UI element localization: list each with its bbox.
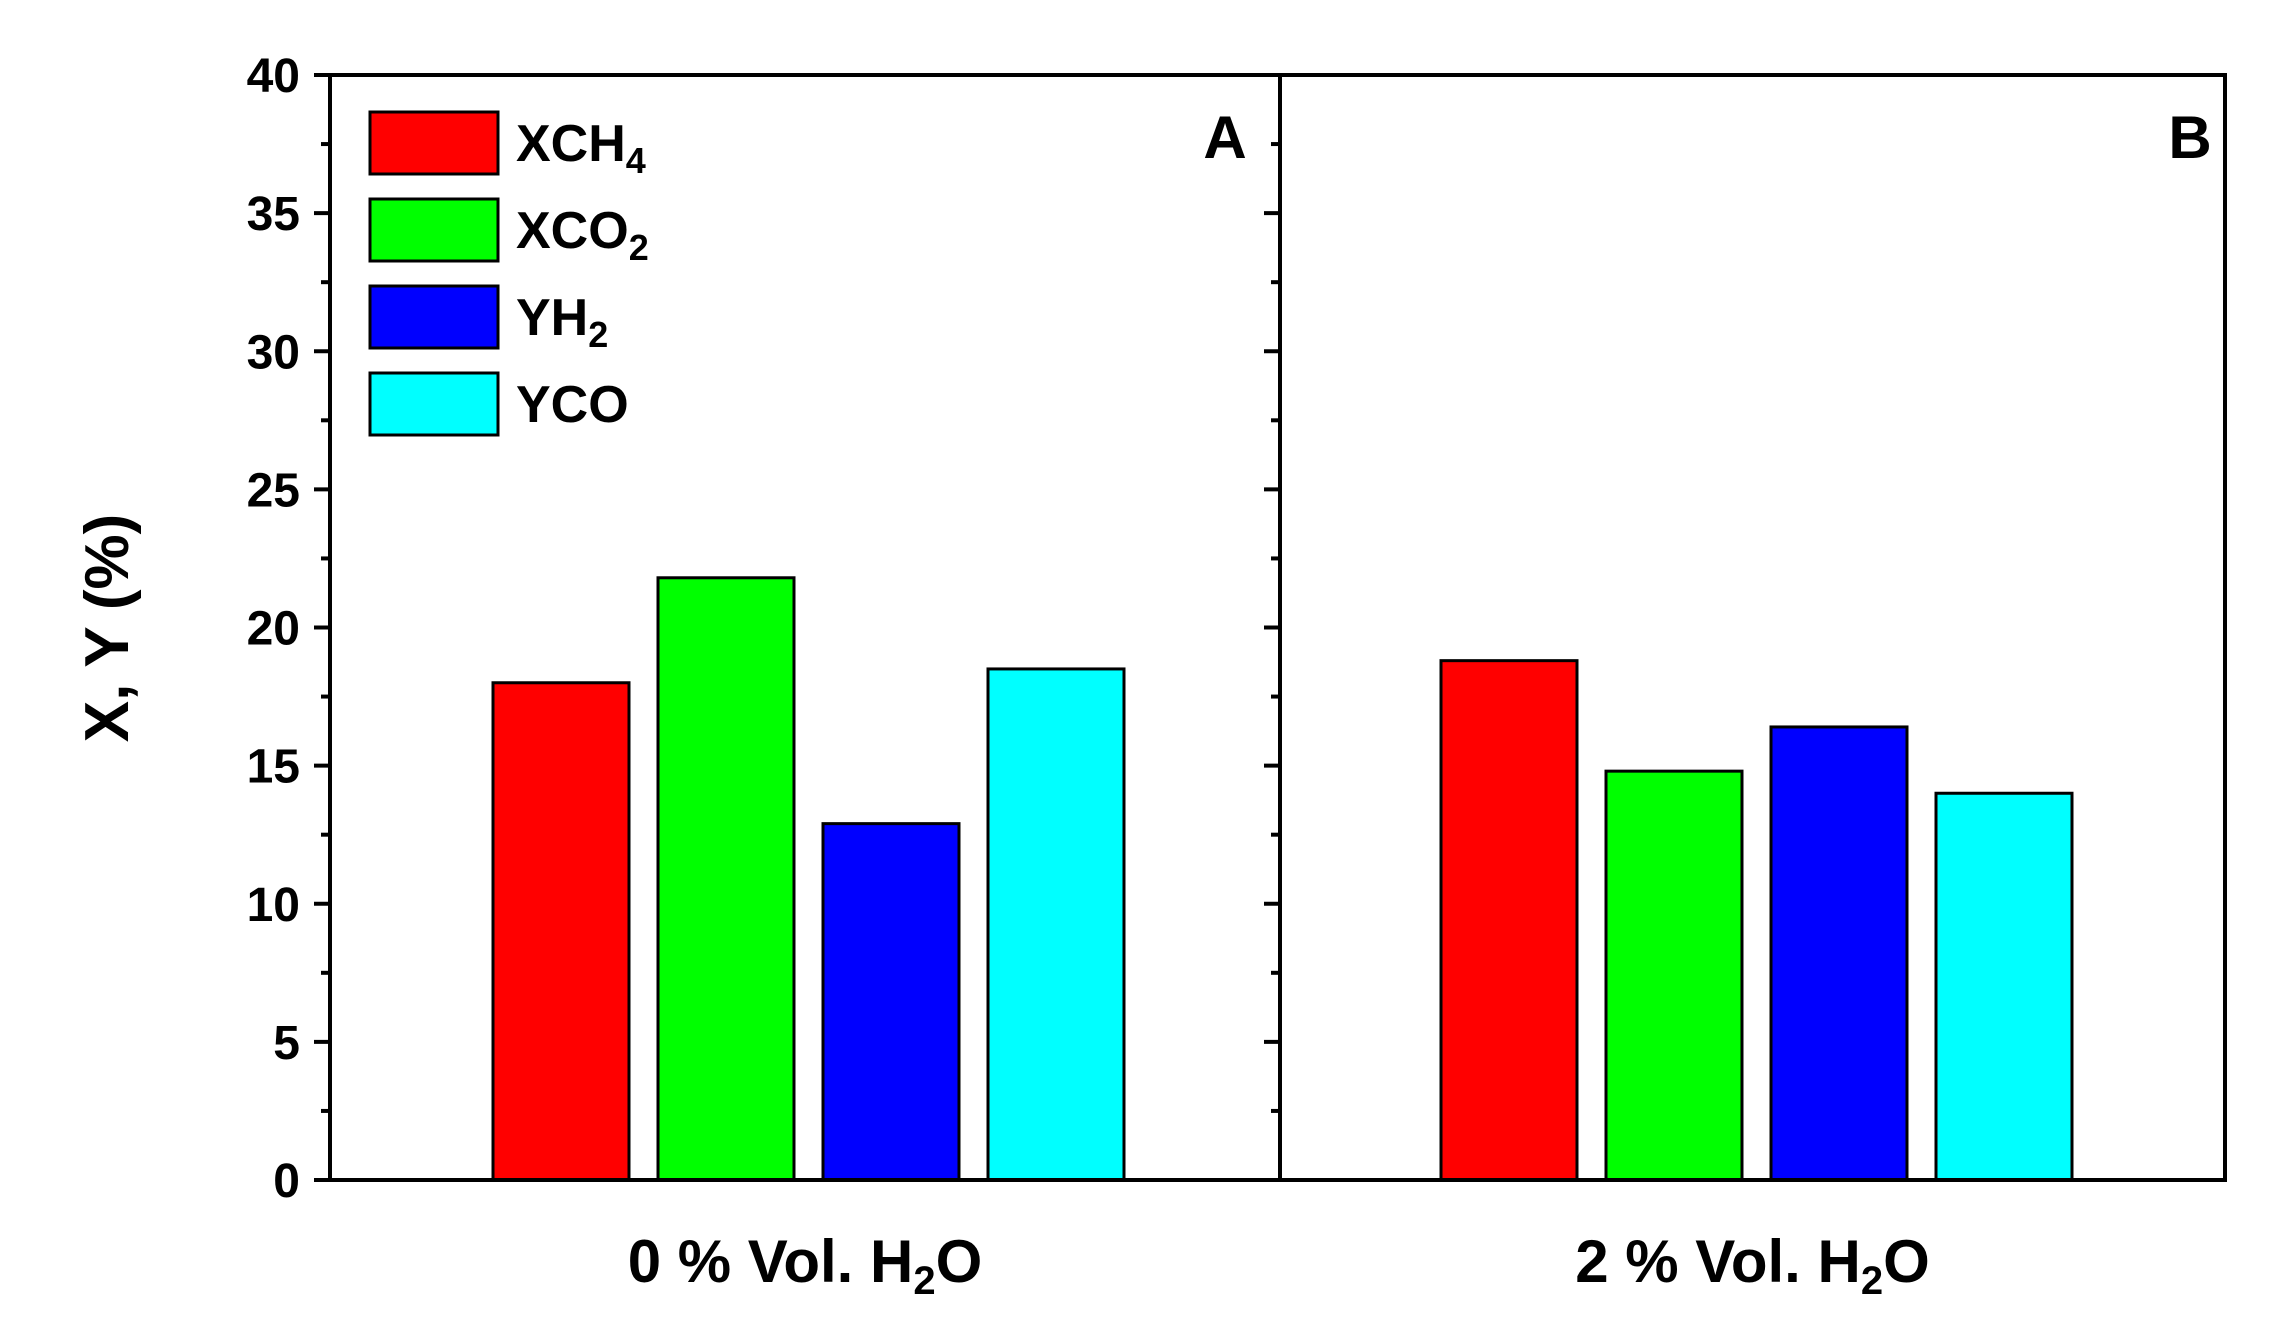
category-label-a-sub: 2	[913, 1259, 935, 1303]
legend-label-xch4: XCH4	[516, 115, 646, 181]
category-label-a-base: 0 % Vol. H	[628, 1228, 914, 1295]
legend-label-xch4-sub: 4	[626, 140, 646, 181]
bar-b-yco	[1934, 791, 2074, 1182]
ticks-layer: 0 5 10 15 20 25 30 35 40	[247, 50, 1280, 1208]
y-tick-label: 35	[247, 188, 300, 241]
panel-letter-a: A	[1203, 104, 1246, 171]
y-tick-label: 25	[247, 464, 300, 517]
y-tick-label: 5	[273, 1017, 300, 1070]
legend-label-yh2-base: YH	[516, 289, 588, 347]
bar-a-yh2	[821, 822, 961, 1182]
panel-letter-b: B	[2168, 104, 2211, 171]
legend-swatch-yco	[368, 371, 500, 437]
category-label-b: 2 % Vol. H2O	[1575, 1228, 1930, 1303]
bar-b-xco2	[1604, 769, 1744, 1182]
bar-b-yh2	[1769, 725, 1909, 1182]
legend-label-yh2: YH2	[516, 289, 608, 355]
bars-layer	[491, 576, 2074, 1182]
legend-swatch-xco2	[368, 197, 500, 263]
category-label-b-sub: 2	[1861, 1259, 1883, 1303]
legend-label-yh2-sub: 2	[588, 314, 608, 355]
category-label-b-base: 2 % Vol. H	[1575, 1228, 1861, 1295]
legend-label-xch4-base: XCH	[516, 115, 626, 173]
legend-label-xco2-sub: 2	[629, 227, 649, 268]
category-label-a: 0 % Vol. H2O	[628, 1228, 983, 1303]
category-label-b-tail: O	[1883, 1228, 1930, 1295]
y-tick-label: 20	[247, 603, 300, 656]
bar-a-xco2	[656, 576, 796, 1182]
bar-b-xch4	[1439, 659, 1579, 1182]
legend-swatch-xch4	[368, 110, 500, 176]
y-tick-label: 10	[247, 879, 300, 932]
bar-a-yco	[986, 667, 1126, 1182]
legend-label-yco: YCO	[516, 376, 629, 434]
y-tick-label: 15	[247, 741, 300, 794]
legend-label-xco2-base: XCO	[516, 202, 629, 260]
legend-swatch-yh2	[368, 284, 500, 350]
y-tick-label: 0	[273, 1155, 300, 1208]
legend-label-yco-base: YCO	[516, 376, 629, 434]
category-label-a-tail: O	[936, 1228, 983, 1295]
y-axis-title: X, Y (%)	[73, 514, 142, 743]
y-tick-label: 40	[247, 50, 300, 103]
y-tick-label: 30	[247, 326, 300, 379]
legend-label-xco2: XCO2	[516, 202, 649, 268]
bar-a-xch4	[491, 681, 631, 1182]
